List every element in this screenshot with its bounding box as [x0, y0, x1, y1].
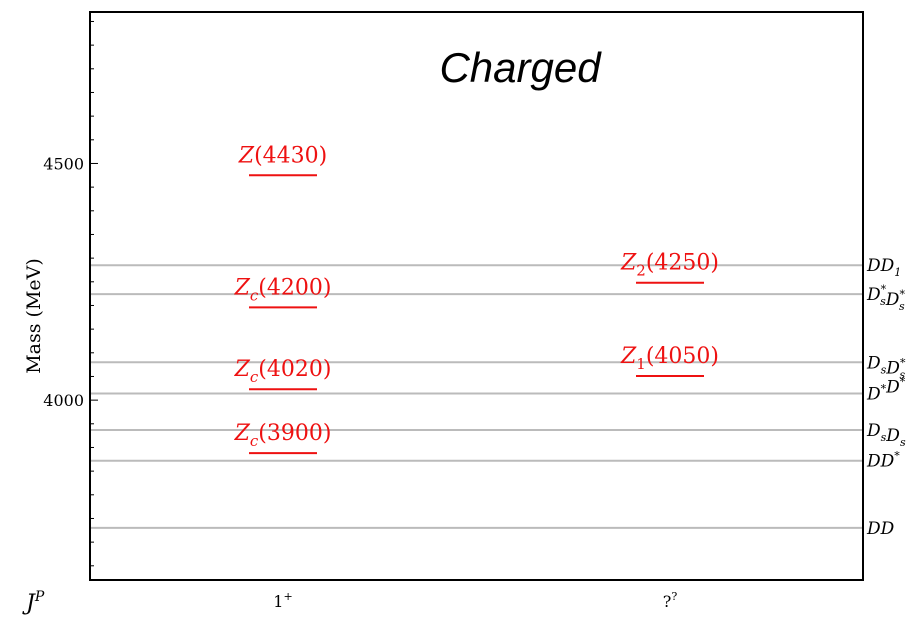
- threshold-label: DD*: [866, 450, 900, 472]
- state-label: Zc(4020): [234, 357, 332, 386]
- x-category-label: ??: [663, 590, 678, 611]
- plot-frame: [89, 11, 864, 581]
- threshold-lines: [90, 264, 863, 529]
- state-label: Zc(4200): [234, 275, 332, 304]
- state-label: Zc(3900): [234, 421, 332, 450]
- state-levels: Z(4430) Zc(4200) Zc(4020) Zc(3900) Z2(4250) Z…: [234, 143, 719, 455]
- x-axis-label: JP: [22, 589, 45, 616]
- y-tick-label: 4500: [43, 154, 84, 173]
- threshold-label: DD: [866, 519, 895, 539]
- x-category-label: 1+: [273, 590, 292, 611]
- threshold-label: DsDs: [866, 421, 906, 449]
- y-axis-label: Mass (MeV): [23, 258, 45, 374]
- state-label: Z(4430): [238, 143, 327, 168]
- threshold-label: DD1: [866, 256, 901, 279]
- state-label: Z2(4250): [620, 251, 719, 280]
- x-category-labels: 1+??: [273, 590, 677, 611]
- threshold-label: D*D*: [866, 376, 906, 405]
- threshold-label: DsD* s: [866, 353, 906, 381]
- y-axis-ticks: 4000 4500: [43, 20, 98, 567]
- y-tick-label: 4000: [43, 391, 84, 410]
- threshold-label: D* sD* s: [866, 283, 905, 313]
- chart-title: Charged: [439, 44, 602, 91]
- state-label: Z1(4050): [620, 344, 719, 373]
